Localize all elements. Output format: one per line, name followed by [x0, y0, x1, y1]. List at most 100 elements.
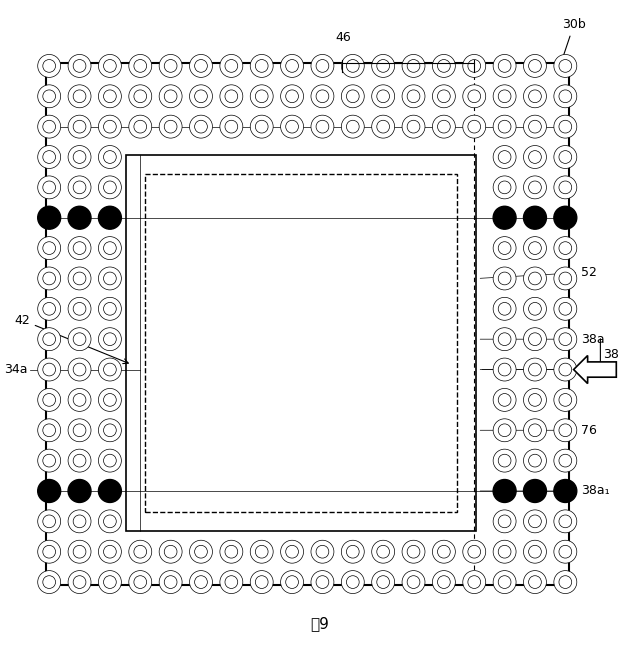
Polygon shape [573, 356, 616, 384]
Circle shape [498, 181, 511, 194]
Circle shape [554, 571, 577, 594]
Circle shape [559, 424, 572, 437]
Circle shape [433, 571, 455, 594]
Circle shape [554, 540, 577, 563]
Circle shape [346, 121, 359, 133]
Circle shape [346, 90, 359, 102]
Circle shape [493, 571, 516, 594]
Circle shape [346, 575, 359, 588]
Circle shape [433, 115, 455, 138]
Circle shape [493, 449, 516, 472]
Circle shape [316, 575, 329, 588]
Circle shape [104, 181, 116, 194]
Circle shape [529, 242, 541, 255]
Circle shape [438, 60, 451, 73]
Circle shape [43, 515, 56, 527]
Circle shape [554, 419, 577, 442]
Circle shape [189, 85, 212, 108]
Circle shape [73, 242, 86, 255]
Circle shape [554, 358, 577, 381]
Circle shape [559, 363, 572, 376]
Circle shape [250, 54, 273, 77]
Circle shape [559, 181, 572, 194]
Circle shape [73, 272, 86, 285]
Text: 38a: 38a [480, 332, 605, 345]
Circle shape [498, 303, 511, 315]
Circle shape [554, 206, 577, 229]
Circle shape [43, 454, 56, 467]
Circle shape [559, 242, 572, 255]
Circle shape [250, 571, 273, 594]
Circle shape [554, 85, 577, 108]
Circle shape [529, 424, 541, 437]
Circle shape [104, 60, 116, 73]
Circle shape [316, 121, 329, 133]
Circle shape [346, 546, 359, 558]
Circle shape [38, 358, 61, 381]
Circle shape [68, 267, 91, 290]
Circle shape [554, 237, 577, 260]
Circle shape [311, 115, 334, 138]
Circle shape [225, 546, 237, 558]
Circle shape [285, 90, 298, 102]
Circle shape [463, 85, 486, 108]
Circle shape [189, 540, 212, 563]
Circle shape [554, 176, 577, 199]
Circle shape [529, 454, 541, 467]
Circle shape [104, 303, 116, 315]
Circle shape [104, 515, 116, 527]
Circle shape [255, 121, 268, 133]
Circle shape [285, 546, 298, 558]
Circle shape [524, 510, 547, 533]
Circle shape [498, 242, 511, 255]
Circle shape [559, 454, 572, 467]
Circle shape [73, 546, 86, 558]
Circle shape [341, 115, 364, 138]
Circle shape [311, 54, 334, 77]
Circle shape [524, 54, 547, 77]
Circle shape [73, 303, 86, 315]
Text: 46: 46 [336, 30, 351, 43]
Circle shape [38, 328, 61, 351]
Circle shape [38, 85, 61, 108]
Circle shape [104, 424, 116, 437]
Circle shape [38, 540, 61, 563]
Circle shape [43, 333, 56, 345]
Circle shape [99, 115, 122, 138]
Circle shape [99, 206, 122, 229]
Circle shape [554, 388, 577, 411]
Circle shape [38, 480, 61, 502]
Text: 38b: 38b [480, 363, 605, 376]
Circle shape [99, 540, 122, 563]
Circle shape [311, 85, 334, 108]
Circle shape [38, 297, 61, 320]
Circle shape [498, 363, 511, 376]
Circle shape [524, 358, 547, 381]
Circle shape [104, 575, 116, 588]
Circle shape [463, 115, 486, 138]
Circle shape [195, 546, 207, 558]
Circle shape [73, 515, 86, 527]
Circle shape [377, 575, 390, 588]
Circle shape [255, 90, 268, 102]
Circle shape [164, 90, 177, 102]
Circle shape [372, 540, 395, 563]
Circle shape [529, 546, 541, 558]
Text: 38a₂: 38a₂ [482, 363, 610, 376]
Circle shape [164, 546, 177, 558]
Circle shape [68, 449, 91, 472]
Circle shape [225, 121, 237, 133]
Circle shape [524, 115, 547, 138]
Circle shape [255, 575, 268, 588]
Circle shape [68, 85, 91, 108]
Circle shape [38, 571, 61, 594]
Circle shape [524, 267, 547, 290]
Circle shape [529, 393, 541, 406]
Circle shape [285, 121, 298, 133]
Circle shape [402, 115, 425, 138]
Circle shape [99, 328, 122, 351]
Circle shape [134, 546, 147, 558]
Circle shape [68, 388, 91, 411]
Bar [46, 63, 568, 585]
Circle shape [189, 115, 212, 138]
